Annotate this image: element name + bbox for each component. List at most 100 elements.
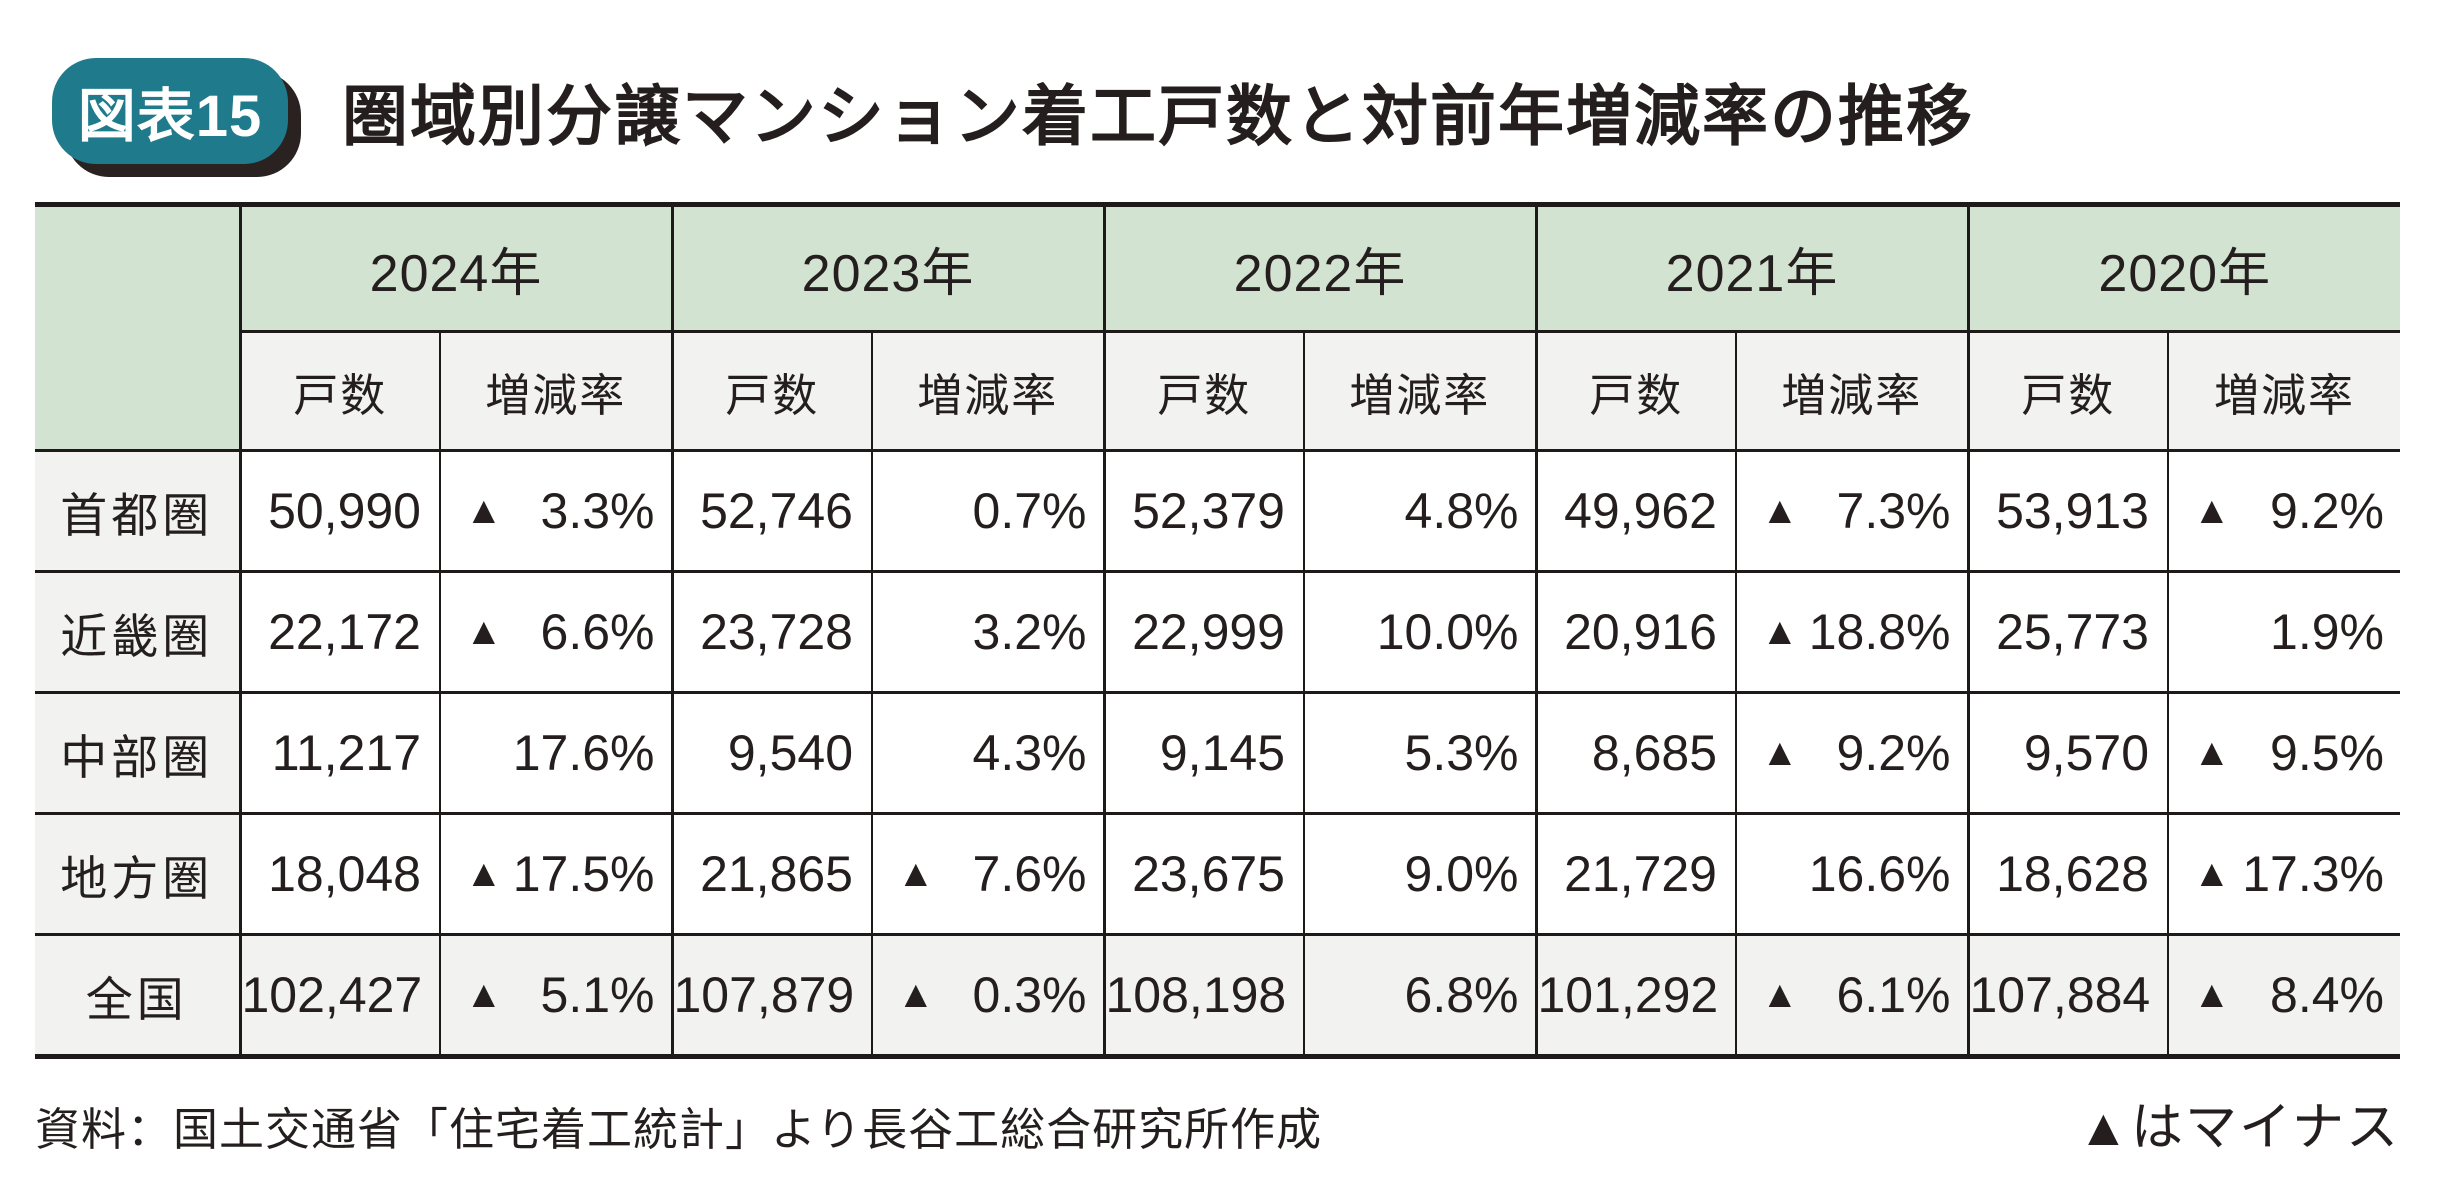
rate-value: 6.8% [1404, 967, 1519, 1023]
table-row-kinki: 近畿圏 22,172 ▲ 6.6% 23,728 3.2% 22,999 10.0… [35, 571, 2400, 694]
region-label: 地方圏 [35, 813, 240, 936]
region-label: 中部圏 [35, 692, 240, 815]
housing-starts-table: 2024年 2023年 2022年 2021年 2020年 戸数 増減率 戸数 … [35, 202, 2400, 1059]
units-header: 戸数 [670, 331, 872, 452]
rate-value: 9.0% [1404, 846, 1519, 902]
rate-cell: 6.8% [1303, 934, 1536, 1057]
minus-triangle-icon: ▲ [465, 490, 503, 532]
rate-value: 17.3% [2242, 846, 2384, 902]
rate-cell: ▲ 18.8% [1735, 571, 1968, 694]
units-header: 戸数 [1966, 331, 2168, 452]
rate-cell: ▲ 17.5% [439, 813, 672, 936]
year-header-2024: 2024年 [238, 204, 672, 333]
units-cell: 9,570 [1966, 692, 2168, 815]
rate-cell: 4.8% [1303, 450, 1536, 573]
rate-value: 6.1% [1836, 967, 1951, 1023]
rate-cell: ▲ 3.3% [439, 450, 672, 573]
rate-value: 17.6% [512, 725, 655, 781]
rate-cell: ▲ 6.6% [439, 571, 672, 694]
rate-value: 7.3% [1836, 483, 1951, 539]
figure-number-label: 図表15 [77, 84, 263, 149]
units-cell: 107,879 [670, 934, 872, 1057]
rate-value: 10.0% [1376, 604, 1519, 660]
units-cell: 25,773 [1966, 571, 2168, 694]
minus-triangle-icon: ▲ [2193, 853, 2231, 895]
units-cell: 20,916 [1534, 571, 1736, 694]
units-cell: 18,628 [1966, 813, 2168, 936]
units-cell: 21,729 [1534, 813, 1736, 936]
minus-triangle-icon: ▲ [2193, 732, 2231, 774]
rate-cell: ▲ 9.5% [2167, 692, 2400, 815]
rate-cell: 9.0% [1303, 813, 1536, 936]
table-row-chubu: 中部圏 11,217 17.6% 9,540 4.3% 9,145 5.3% 8… [35, 692, 2400, 815]
rate-cell: 5.3% [1303, 692, 1536, 815]
units-cell: 23,728 [670, 571, 872, 694]
minus-triangle-icon: ▲ [897, 974, 935, 1016]
region-label: 近畿圏 [35, 571, 240, 694]
rate-cell: 0.7% [871, 450, 1104, 573]
units-cell: 108,198 [1102, 934, 1304, 1057]
rate-value: 3.2% [972, 604, 1087, 660]
minus-triangle-icon: ▲ [1761, 611, 1799, 653]
rate-header: 増減率 [1735, 331, 1968, 452]
figure-header: 図表15 圏域別分譲マンション着工戸数と対前年増減率の推移 [0, 0, 2445, 170]
rate-cell: 3.2% [871, 571, 1104, 694]
rate-value: 16.6% [1808, 846, 1951, 902]
year-header-2023: 2023年 [670, 204, 1104, 333]
corner-cell [35, 204, 240, 452]
rate-cell: 16.6% [1735, 813, 1968, 936]
units-cell: 22,999 [1102, 571, 1304, 694]
year-header-2022: 2022年 [1102, 204, 1536, 333]
rate-cell: 4.3% [871, 692, 1104, 815]
rate-value: 1.9% [2270, 604, 2384, 660]
units-cell: 9,145 [1102, 692, 1304, 815]
rate-value: 9.5% [2270, 725, 2384, 781]
rate-cell: 10.0% [1303, 571, 1536, 694]
rate-header: 増減率 [871, 331, 1104, 452]
units-cell: 107,884 [1966, 934, 2168, 1057]
region-label: 全国 [35, 934, 240, 1057]
source-note: 資料：国土交通省「住宅着工統計」より長谷工総合研究所作成 [35, 1104, 1323, 1155]
rate-cell: ▲ 6.1% [1735, 934, 1968, 1057]
units-cell: 101,292 [1534, 934, 1736, 1057]
figure-title: 圏域別分譲マンション着工戸数と対前年増減率の推移 [342, 79, 1974, 153]
rate-cell: ▲ 9.2% [2167, 450, 2400, 573]
units-cell: 11,217 [238, 692, 440, 815]
units-cell: 49,962 [1534, 450, 1736, 573]
rate-value: 8.4% [2270, 967, 2384, 1023]
minus-triangle-icon: ▲ [465, 853, 503, 895]
rate-value: 18.8% [1808, 604, 1951, 660]
rate-cell: 1.9% [2167, 571, 2400, 694]
minus-triangle-icon: ▲ [1761, 974, 1799, 1016]
rate-value: 6.6% [540, 604, 655, 660]
minus-triangle-icon: ▲ [1761, 732, 1799, 774]
minus-triangle-icon: ▲ [465, 611, 503, 653]
minus-triangle-icon: ▲ [2193, 974, 2231, 1016]
minus-legend: ▲はマイナス [2077, 1099, 2400, 1157]
rate-value: 4.8% [1404, 483, 1519, 539]
units-header: 戸数 [1534, 331, 1736, 452]
units-header: 戸数 [1102, 331, 1304, 452]
figure-number-badge: 図表15 [52, 58, 288, 164]
table-row-zenkoku: 全国 102,427 ▲ 5.1% 107,879 ▲ 0.3% 108,198 6… [35, 934, 2400, 1057]
rate-value: 3.3% [540, 483, 655, 539]
subheader-row: 戸数 増減率 戸数 増減率 戸数 増減率 戸数 増減率 戸数 増減率 [35, 331, 2400, 452]
units-cell: 102,427 [238, 934, 440, 1057]
units-cell: 8,685 [1534, 692, 1736, 815]
minus-triangle-icon: ▲ [897, 853, 935, 895]
year-header-row: 2024年 2023年 2022年 2021年 2020年 [35, 204, 2400, 452]
rate-cell: ▲ 17.3% [2167, 813, 2400, 936]
rate-cell: ▲ 5.1% [439, 934, 672, 1057]
units-cell: 52,379 [1102, 450, 1304, 573]
rate-value: 9.2% [2270, 483, 2384, 539]
units-cell: 18,048 [238, 813, 440, 936]
units-cell: 52,746 [670, 450, 872, 573]
rate-value: 5.3% [1404, 725, 1519, 781]
figure-footer: 資料：国土交通省「住宅着工統計」より長谷工総合研究所作成 ▲はマイナス [35, 1085, 2400, 1160]
units-cell: 53,913 [1966, 450, 2168, 573]
minus-triangle-icon: ▲ [465, 974, 503, 1016]
rate-header: 増減率 [2167, 331, 2400, 452]
rate-value: 9.2% [1836, 725, 1951, 781]
rate-cell: ▲ 9.2% [1735, 692, 1968, 815]
